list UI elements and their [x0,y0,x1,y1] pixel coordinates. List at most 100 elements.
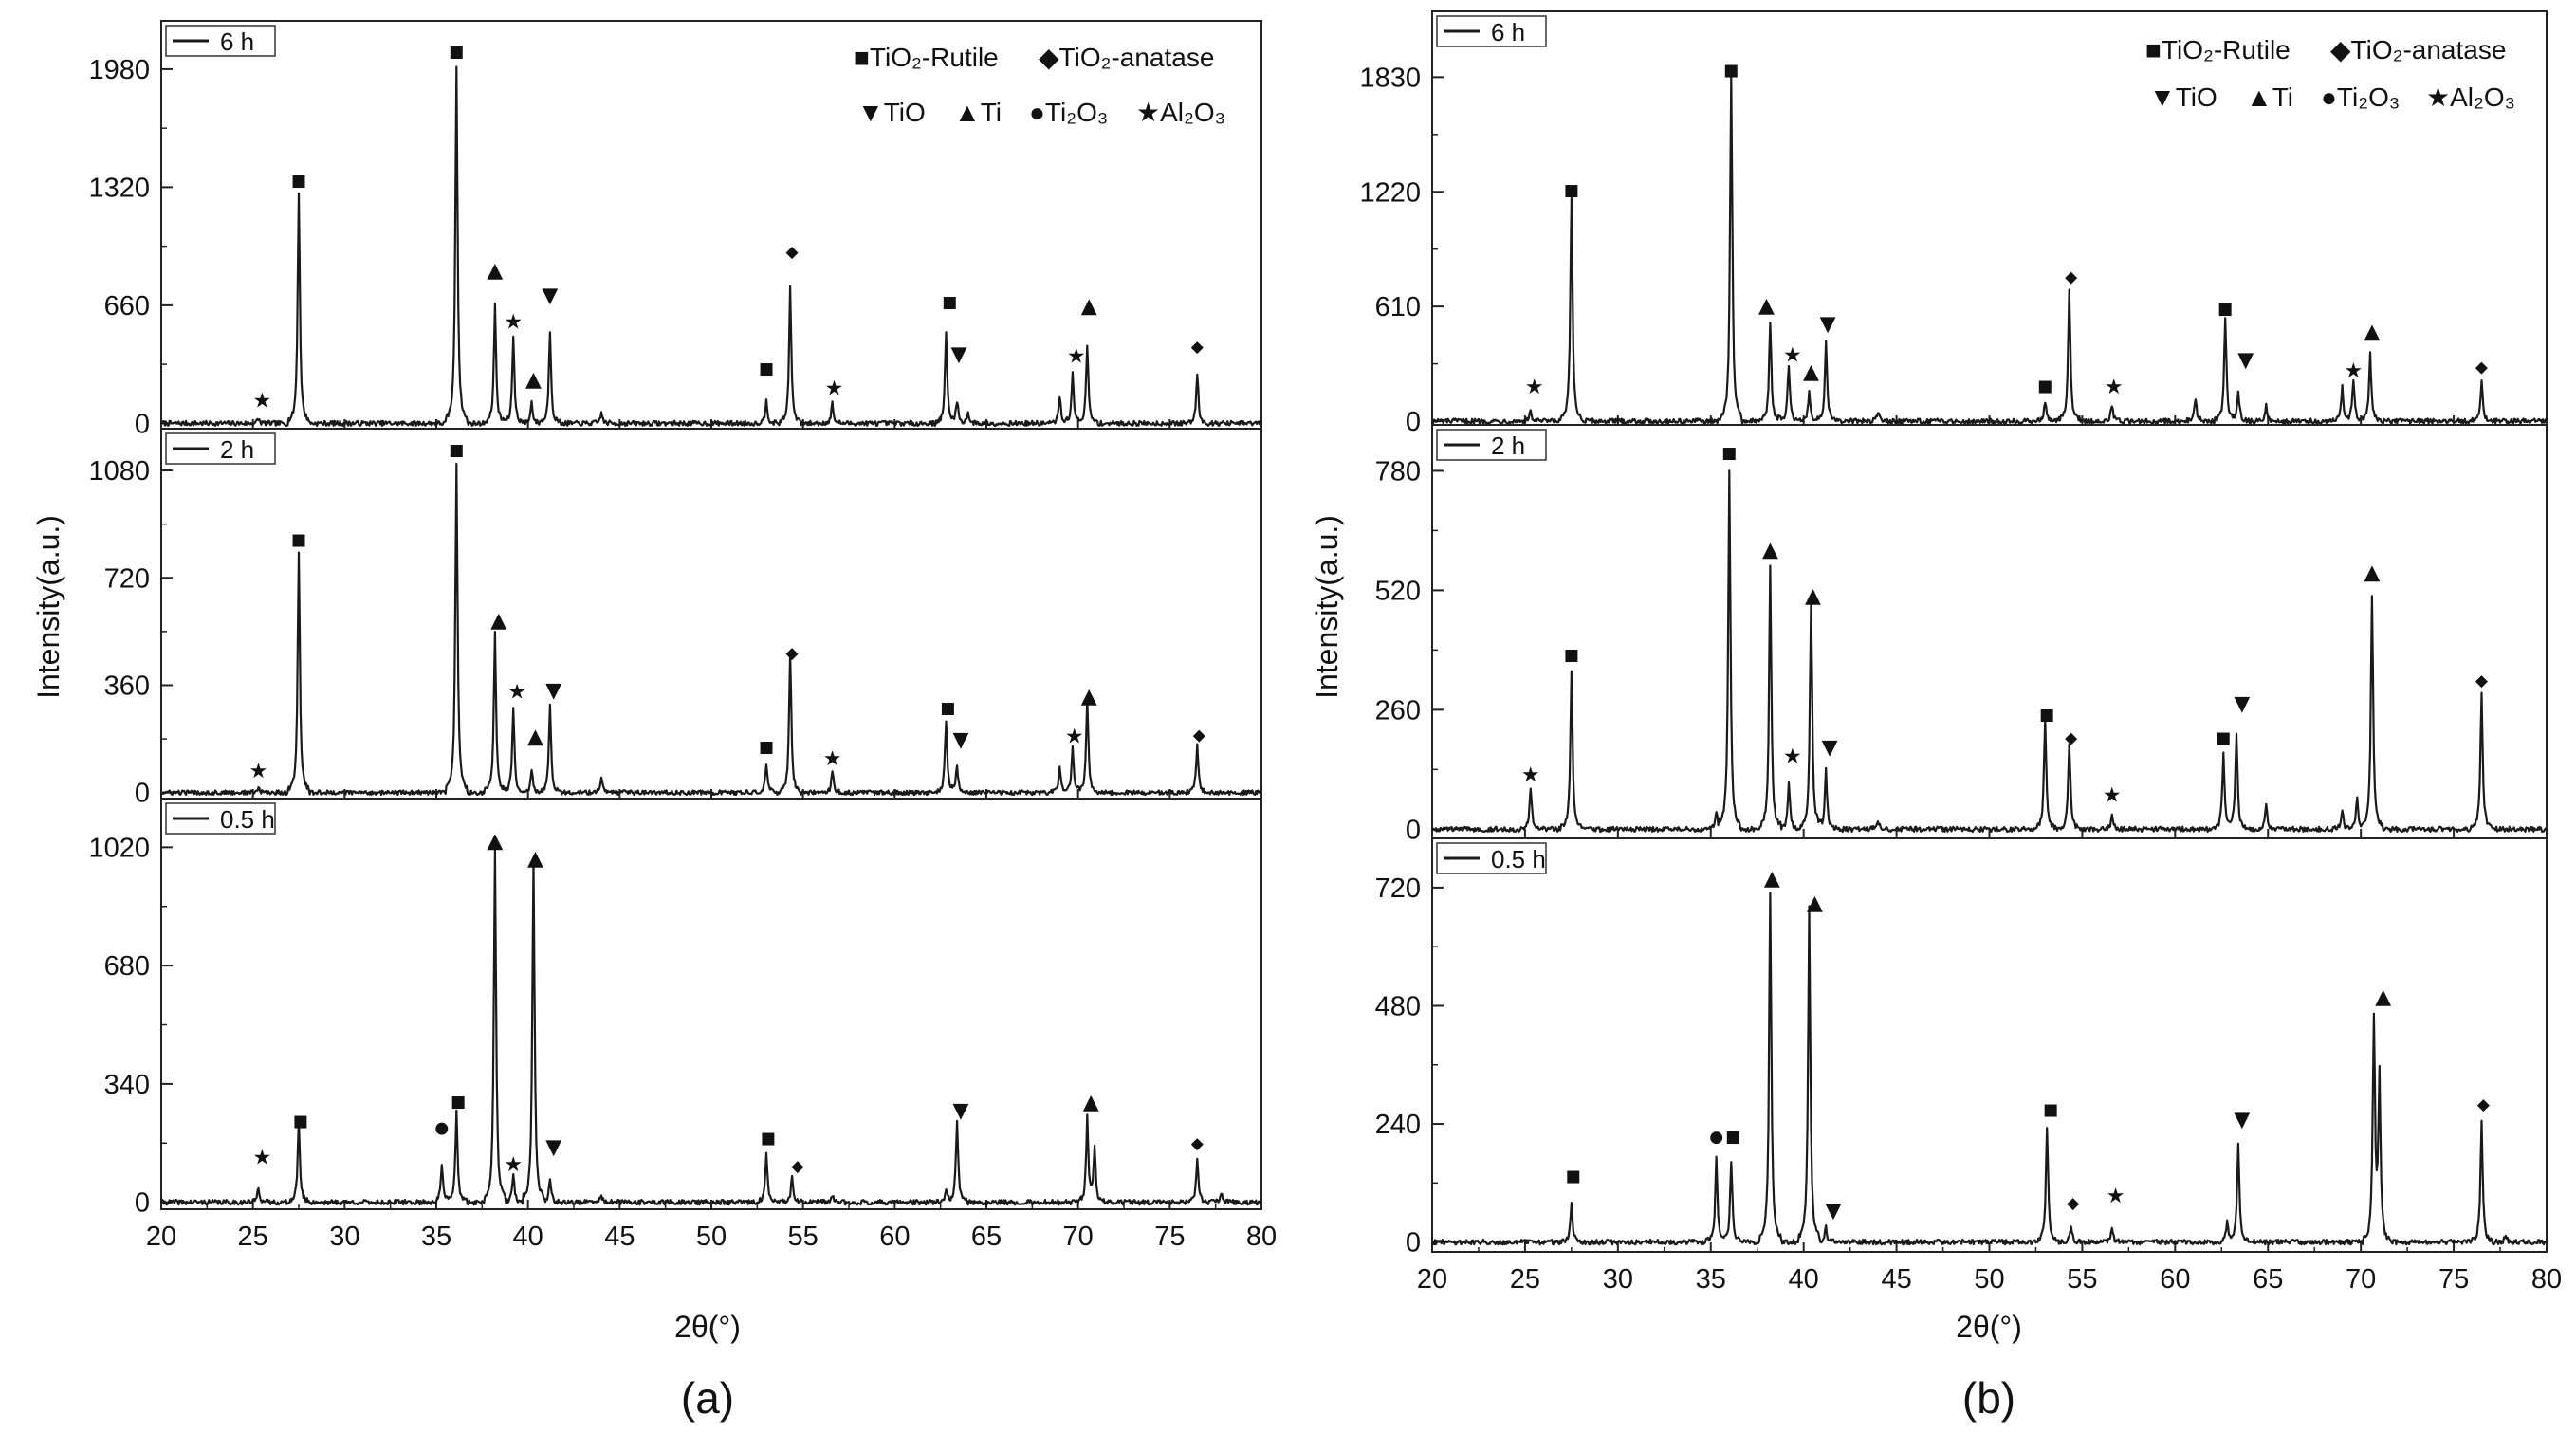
chart-b-panel-1-peak-marker: ■ [1721,444,1737,463]
chart-a-panel-0-peak-marker: ★ [825,377,844,400]
chart-a-y-axis-title: Intensity(a.u.) [31,515,65,699]
legend-a-ti: ▲Ti [954,98,1002,127]
chart-a-panel-0-series-label: 6 h [220,28,254,56]
chart-a-panel-0-peak-marker: ■ [942,293,957,312]
legend-a-anatase: ◆TiO₂-anatase [1039,43,1214,72]
chart-b-panel-1-pattern-line [1431,469,2548,833]
chart-b-panel-2-series-label: 0.5 h [1491,845,1546,873]
chart-a-legend: ■TiO₂-Rutile ◆TiO₂-anatase ▼TiO ▲Ti ●Ti₂… [854,43,1225,127]
chart-a-panel-0-y-tick-label: 1980 [88,55,150,85]
chart-b-x-tick-label: 35 [1696,1264,1726,1295]
chart-b-panel-1-peak-marker: ▼ [2234,692,2250,716]
chart-a-panel-1-y-tick-label: 1080 [88,456,150,487]
chart-a-panel-2-y-tick-label: 340 [104,1070,150,1100]
chart-b-x-tick-label: 70 [2346,1264,2376,1295]
chart-a-x-tick-label: 60 [879,1222,910,1252]
chart-a-x-tick-label: 70 [1063,1222,1094,1252]
chart-a-panel-2-peak-marker: ▲ [487,830,503,854]
chart-a-x-tick-label: 45 [604,1222,635,1252]
chart-b-panel-2-peak-marker: ▼ [2234,1109,2250,1132]
chart-a-panel-1-peak-marker: ▲ [490,609,506,633]
chart-b-panel-0-peak-marker: ◆ [2475,358,2489,377]
chart-a-panel-2-peak-marker: ● [434,1119,449,1138]
chart-b-panel-0-peak-marker: ★ [1783,343,1802,367]
chart-b-caption: (b) [1962,1373,2015,1423]
chart-b-panel-1-series-legend: 2 h [1436,429,1547,461]
chart-b-panel-0-y-tick-label: 610 [1375,292,1421,322]
chart-b-panel-2-y-tick-label: 240 [1375,1110,1421,1140]
chart-a-x-axis: 20 25 30 35 40 45 50 55 60 65 70 75 80 [146,1204,1277,1252]
chart-a-panel-1-peak-marker: ■ [449,441,464,460]
chart-a-panel-1-peak-marker: ▲ [527,726,543,749]
chart-b-panel-0-peak-marker: ■ [1564,181,1579,200]
chart-a-panel-2-series-legend: 0.5 h [165,802,276,835]
chart-a-panel-2-pattern-line [159,848,1262,1206]
chart-b-panel-2-peak-marker: ▲ [1807,892,1823,915]
chart-a-panel-1-peak-marker: ▼ [545,679,561,703]
chart-b-panel-2-peak-marker: ● [1709,1128,1723,1147]
chart-b-panel-0-pattern-line [1431,75,2548,425]
chart-b-x-tick-label: 60 [2160,1264,2190,1295]
chart-a-x-tick-label: 35 [421,1222,451,1252]
chart-b-panel-0-peak-marker: ▲ [1803,360,1819,384]
chart-a-panel-0-peak-marker: ▲ [1081,295,1097,319]
chart-a-panel-2-peak-marker: ■ [293,1112,308,1131]
chart-a-panel-2-peak-marker: ◆ [791,1157,804,1176]
chart-b-x-tick-label: 30 [1603,1264,1633,1295]
chart-b-panel-1-y-tick-label: 260 [1375,695,1421,726]
chart-b-panel-2-peak-marker: ▲ [1764,867,1780,891]
chart-a-panel-0-peak-marker: ■ [449,43,464,62]
chart-a-panel-2-peak-marker: ■ [451,1093,466,1112]
chart-a-panel-1-peak-marker: ■ [291,530,306,549]
chart-b-panel-2-peak-marker: ◆ [2067,1194,2080,1213]
chart-b-panel-0-y-tick-label: 0 [1406,407,1421,437]
chart-a-panel-2-peak-marker: ▲ [527,847,543,871]
chart-b-panel-1-peak-marker: ◆ [2475,671,2489,690]
chart-b-x-axis: 20 25 30 35 40 45 50 55 60 65 70 75 80 [1417,1247,2562,1295]
legend-a-rutile: ■TiO₂-Rutile [854,43,999,72]
chart-b-panel-1-peak-marker: ◆ [2065,728,2078,747]
chart-a-panel-1-peak-marker: ★ [249,760,268,783]
chart-b-x-tick-label: 55 [2067,1264,2097,1295]
chart-b-panel-0-peak-marker: ■ [2217,300,2233,319]
chart-b-panel-2-peak-marker: ▲ [2375,985,2391,1009]
chart-a-panel-2-peak-marker: ★ [252,1147,271,1170]
chart-a-panel-1-peak-marker: ★ [507,680,526,704]
chart-b-panel-1-series-label: 2 h [1491,432,1525,460]
chart-b-panel-0-peak-marker: ★ [1525,376,1544,399]
chart-a-panel-0: 0 660 1320 1980 6 h ★ ■ ■ ▲ ★ ▲ ▼ ■ ◆ ★ ■ ▼ ★ ▲ ◆ [88,20,1262,439]
chart-a-panel-0-pattern-line [159,65,1262,427]
chart-a-panel-0-peak-marker: ▲ [525,368,542,392]
chart-b-panel-0-peak-marker: ★ [2105,376,2124,399]
chart-a-panel-1-y-tick-label: 360 [104,671,150,701]
chart-a-panel-0-peak-marker: ★ [1067,344,1086,368]
chart-b-panel-0-peak-marker: ▲ [2364,321,2380,344]
chart-a-caption: (a) [681,1373,734,1423]
chart-b-panel-1-peak-marker: ▲ [1805,584,1821,608]
chart-a-x-axis-title: 2θ(°) [674,1310,741,1344]
chart-a-panel-2-peak-marker: ▼ [545,1136,561,1160]
chart-b-panel-1-peak-marker: ★ [1521,763,1540,787]
chart-a-x-tick-label: 20 [146,1222,176,1252]
chart-a-panel-2-peak-marker: ★ [504,1153,523,1177]
chart-b-panel-0-series-label: 6 h [1491,18,1525,46]
chart-b-x-tick-label: 40 [1789,1264,1819,1295]
chart-a-panel-0-peak-marker: ■ [291,172,306,191]
chart-b-panel-2-peak-marker: ■ [1725,1128,1740,1147]
chart-b-panel-1-peak-marker: ■ [1564,646,1579,665]
chart-a-panel-1-series-label: 2 h [220,435,254,464]
chart-a-panel-1-peak-marker: ◆ [786,644,800,663]
chart-b-panel-2-peak-marker: ★ [2107,1185,2125,1208]
chart-a-panel-0-series-legend: 6 h [165,25,276,57]
chart-a-x-tick-label: 30 [329,1222,359,1252]
chart-b-panel-1-y-tick-label: 780 [1375,456,1421,487]
chart-b-panel-2-peak-marker: ◆ [2477,1095,2491,1114]
